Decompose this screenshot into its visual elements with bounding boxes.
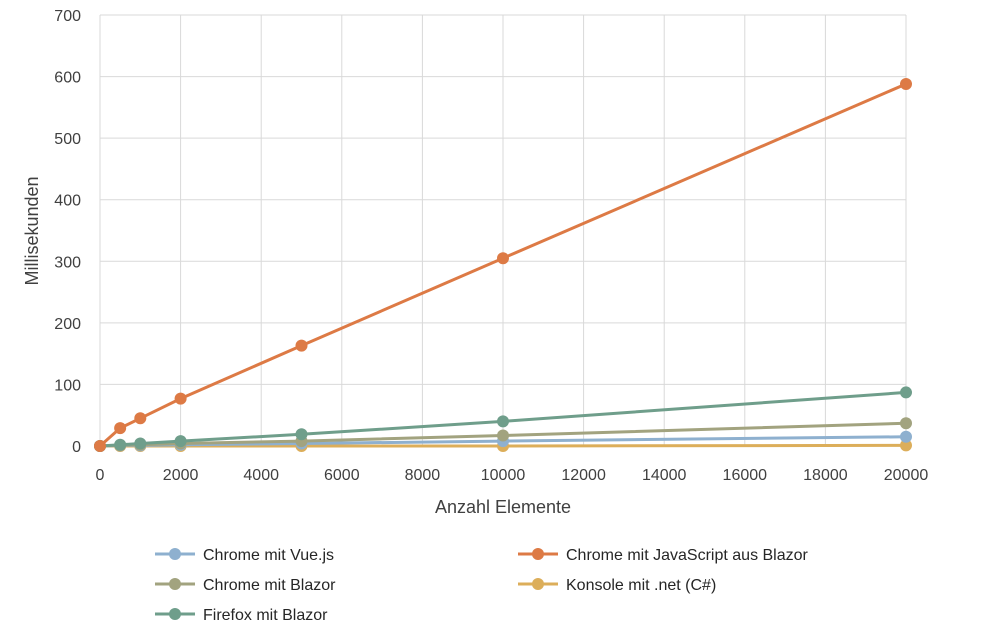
legend-item: Chrome mit Vue.js: [155, 547, 334, 564]
legend-swatch-marker: [532, 548, 544, 560]
y-axis-ticks: 0 100 200 300 400 500 600 700: [54, 8, 81, 456]
data-point: [497, 252, 509, 265]
data-point: [900, 386, 912, 399]
data-point: [900, 430, 912, 443]
x-tick-label: 0: [96, 467, 105, 484]
x-tick-label: 16000: [723, 467, 768, 484]
grid: [99, 14, 907, 447]
legend-label: Konsole mit .net (C#): [566, 577, 716, 594]
x-tick-label: 6000: [324, 467, 360, 484]
y-tick-label: 300: [54, 254, 81, 271]
legend-swatch-marker: [169, 548, 181, 560]
legend-label: Chrome mit Vue.js: [203, 547, 334, 564]
series-2: [94, 77, 912, 452]
legend-item: Chrome mit Blazor: [155, 577, 336, 594]
data-point: [900, 77, 912, 90]
x-tick-label: 8000: [405, 467, 441, 484]
legend-item: Konsole mit .net (C#): [518, 577, 716, 594]
x-tick-label: 14000: [642, 467, 687, 484]
data-point: [134, 437, 147, 450]
legend-label: Chrome mit Blazor: [203, 577, 336, 594]
legend-item: Firefox mit Blazor: [155, 607, 328, 624]
legend: Chrome mit Vue.js Chrome mit JavaScript a…: [155, 547, 809, 624]
data-point: [497, 429, 509, 442]
data-point: [94, 440, 106, 452]
x-axis-ticks: 0 2000 4000 6000 8000 10000 12000 14000 16000 180…: [96, 467, 929, 484]
legend-swatch-marker: [532, 578, 544, 590]
y-tick-label: 700: [54, 8, 81, 25]
x-tick-label: 12000: [561, 467, 606, 484]
data-point: [497, 415, 509, 428]
x-tick-label: 10000: [481, 467, 526, 484]
legend-label: Chrome mit JavaScript aus Blazor: [566, 547, 809, 564]
legend-item: Chrome mit JavaScript aus Blazor: [518, 547, 809, 564]
y-tick-label: 200: [54, 316, 81, 333]
y-tick-label: 100: [54, 377, 81, 394]
legend-label: Firefox mit Blazor: [203, 607, 328, 624]
y-axis-title: Millisekunden: [22, 176, 42, 285]
series-5: [94, 386, 912, 452]
data-point: [900, 439, 912, 452]
y-tick-label: 400: [54, 193, 81, 210]
data-point: [295, 428, 308, 441]
x-tick-label: 20000: [884, 467, 929, 484]
y-tick-label: 0: [72, 439, 81, 456]
legend-swatch-marker: [169, 578, 181, 590]
data-point: [900, 417, 912, 430]
legend-swatch-marker: [169, 608, 181, 620]
data-point: [134, 412, 147, 425]
series-group: [94, 77, 912, 452]
x-axis-title: Anzahl Elemente: [435, 497, 571, 517]
data-point: [114, 422, 127, 435]
data-point: [295, 339, 308, 352]
data-point: [114, 438, 127, 451]
x-tick-label: 2000: [163, 467, 199, 484]
data-point: [174, 392, 187, 405]
x-tick-label: 4000: [243, 467, 279, 484]
y-tick-label: 500: [54, 131, 81, 148]
y-tick-label: 600: [54, 70, 81, 87]
x-tick-label: 18000: [803, 467, 848, 484]
data-point: [174, 435, 187, 448]
